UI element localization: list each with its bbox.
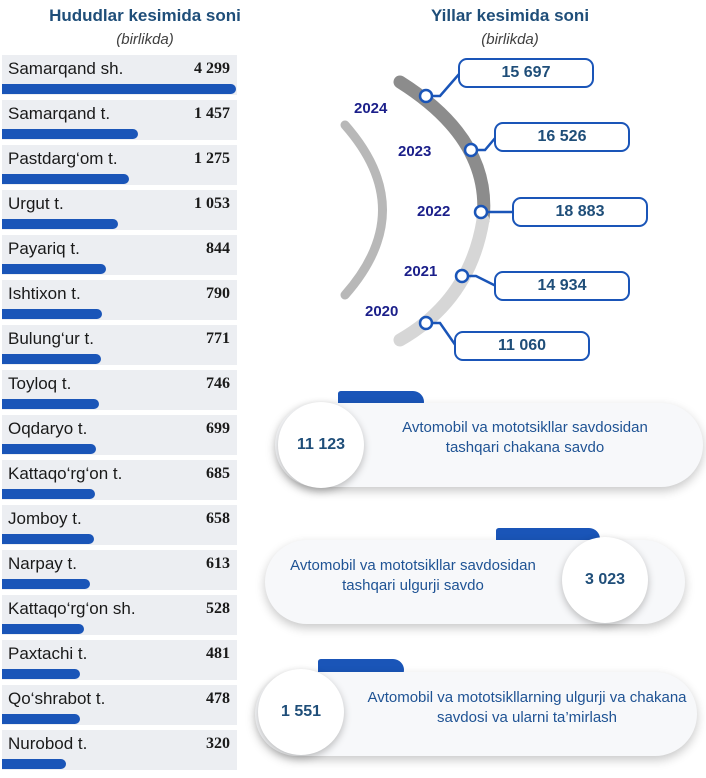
region-value: 844 [206, 240, 230, 257]
region-row: Qo‘shrabot t. 478 [2, 685, 237, 725]
region-value: 613 [206, 555, 230, 572]
year-value-box: 15 697 [458, 58, 594, 88]
region-value: 790 [206, 285, 230, 302]
region-name: Kattaqo‘rg‘on sh. [8, 599, 136, 618]
year-label: 2021 [404, 263, 438, 280]
region-row: Narpay t. 613 [2, 550, 237, 590]
region-value: 1 457 [194, 105, 230, 122]
region-bar [2, 219, 118, 229]
region-name: Oqdaryo t. [8, 419, 88, 438]
region-row: Nurobod t. 320 [2, 730, 237, 770]
years-subtitle: (birlikda) [481, 31, 539, 48]
right-arc-light [393, 213, 490, 347]
left-arc [340, 120, 387, 300]
region-value: 320 [206, 735, 230, 752]
region-row: Urgut t. 1 053 [2, 190, 237, 230]
region-row: Toyloq t. 746 [2, 370, 237, 410]
region-row: Paxtachi t. 481 [2, 640, 237, 680]
regions-bar-chart: Samarqand sh. 4 299 Samarqand t. 1 457 Pastd… [0, 0, 240, 778]
region-value: 528 [206, 600, 230, 617]
region-bar [2, 534, 94, 544]
region-bar [2, 129, 138, 139]
region-value: 771 [206, 330, 230, 347]
region-value: 481 [206, 645, 230, 662]
region-bar [2, 84, 236, 94]
region-value: 1 275 [194, 150, 230, 167]
year-value-box: 16 526 [494, 122, 630, 152]
region-row: Samarqand t. 1 457 [2, 100, 237, 140]
region-name: Samarqand sh. [8, 59, 124, 78]
region-value: 685 [206, 465, 230, 482]
region-row: Pastdarg‘om t. 1 275 [2, 145, 237, 185]
region-name: Narpay t. [8, 554, 77, 573]
region-bar [2, 444, 96, 454]
activity-value: 1 551 [258, 669, 344, 755]
region-name: Payariq t. [8, 239, 80, 258]
region-name: Toyloq t. [8, 374, 72, 393]
region-row: Jomboy t. 658 [2, 505, 237, 545]
regions-subtitle: (birlikda) [116, 31, 174, 48]
region-value: 658 [206, 510, 230, 527]
region-row: Samarqand sh. 4 299 [2, 55, 237, 95]
activity-label: Avtomobil va mototsikllar savdosidan tas… [402, 419, 648, 456]
year-label: 2020 [365, 303, 399, 320]
region-row: Kattaqo‘rg‘on t. 685 [2, 460, 237, 500]
region-bar [2, 624, 84, 634]
region-bar [2, 714, 80, 724]
year-marker [473, 204, 489, 220]
region-value: 1 053 [194, 195, 230, 212]
region-row: Oqdaryo t. 699 [2, 415, 237, 455]
region-row: Kattaqo‘rg‘on sh. 528 [2, 595, 237, 635]
region-name: Urgut t. [8, 194, 64, 213]
region-bar [2, 264, 106, 274]
region-name: Paxtachi t. [8, 644, 88, 663]
region-name: Bulung‘ur t. [8, 329, 94, 348]
region-value: 4 299 [194, 60, 230, 77]
region-name: Qo‘shrabot t. [8, 689, 106, 708]
year-value-box: 18 883 [512, 197, 648, 227]
year-marker [454, 268, 470, 284]
activity-value: 11 123 [278, 402, 364, 488]
regions-title: Hududlar kesimida soni [49, 6, 241, 25]
year-marker [463, 142, 479, 158]
activity-value: 3 023 [562, 537, 648, 623]
region-row: Bulung‘ur t. 771 [2, 325, 237, 365]
year-value-box: 11 060 [454, 331, 590, 361]
region-name: Samarqand t. [8, 104, 111, 123]
years-title: Yillar kesimida soni [430, 6, 590, 25]
region-value: 699 [206, 420, 230, 437]
region-value: 478 [206, 690, 230, 707]
region-bar [2, 309, 102, 319]
activity-label: Avtomobil va mototsikllar savdosidan tas… [290, 557, 536, 594]
region-name: Kattaqo‘rg‘on t. [8, 464, 123, 483]
region-bar [2, 354, 101, 364]
region-name: Jomboy t. [8, 509, 82, 528]
activity-label: Avtomobil va mototsikllarning ulgurji va… [367, 689, 687, 726]
region-bar [2, 399, 99, 409]
region-name: Nurobod t. [8, 734, 88, 753]
year-marker [418, 315, 434, 331]
year-label: 2022 [417, 203, 451, 220]
year-value-box: 14 934 [494, 271, 630, 301]
region-bar [2, 489, 95, 499]
year-marker [418, 88, 434, 104]
region-name: Ishtixon t. [8, 284, 81, 303]
region-name: Pastdarg‘om t. [8, 149, 118, 168]
region-bar [2, 579, 90, 589]
region-value: 746 [206, 375, 230, 392]
year-label: 2023 [398, 143, 432, 160]
year-label: 2024 [354, 100, 388, 117]
region-row: Payariq t. 844 [2, 235, 237, 275]
region-row: Ishtixon t. 790 [2, 280, 237, 320]
region-bar [2, 759, 66, 769]
region-bar [2, 669, 80, 679]
region-bar [2, 174, 129, 184]
